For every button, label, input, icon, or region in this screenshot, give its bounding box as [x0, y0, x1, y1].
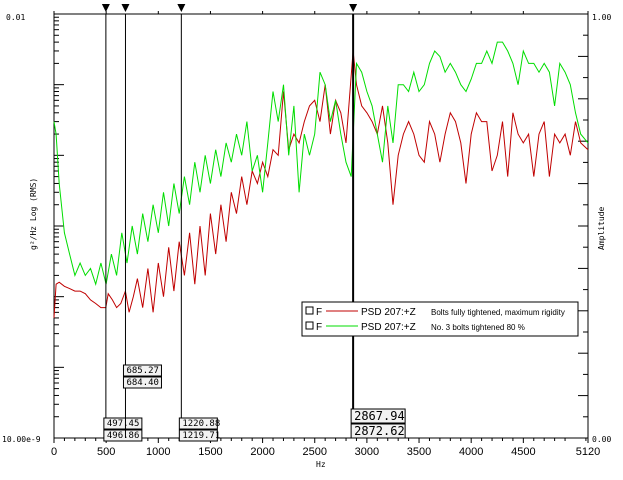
x-tick-label: 2000	[250, 446, 274, 458]
cursor-marker-1[interactable]	[101, 4, 110, 12]
legend-checkbox-1[interactable]	[305, 306, 314, 315]
x-tick-label: 3500	[407, 446, 431, 458]
cursor-label: 1220.88	[182, 419, 220, 429]
y2-axis-bottom-label: 0.00	[592, 435, 611, 444]
series-line-2	[53, 41, 589, 287]
cursor-label: 684.40	[126, 378, 159, 388]
legend-box	[301, 301, 579, 337]
x-tick-label: 4500	[511, 446, 535, 458]
cursor-layer[interactable]: 497.45 496.86 685.27 684.40 1220.88 1219.71 28…	[101, 4, 406, 442]
y-axis-bottom-label: 10.00e-9	[2, 435, 41, 444]
legend-entry-2[interactable]: F PSD 207:+Z No. 3 bolts tightened 80 %	[305, 321, 525, 333]
x-tick-label: 1500	[198, 446, 222, 458]
y-axis-label: g²/Hz Log (RMS)	[29, 178, 38, 250]
x-tick-label: 3000	[355, 446, 379, 458]
x-tick-label: 1000	[146, 446, 170, 458]
cursor-label-box	[122, 376, 162, 389]
cursor-label-box	[350, 423, 406, 439]
cursor-label-box	[103, 429, 143, 442]
series-line-1	[53, 50, 589, 318]
cursor-label: 2867.94	[354, 409, 405, 423]
x-tick-label: 0	[51, 446, 57, 458]
legend-flag-2: F	[316, 322, 322, 333]
cursor-label: 685.27	[126, 366, 159, 376]
cursor-label: 2872.62	[354, 424, 405, 438]
x-tick-label: 5120	[576, 446, 600, 458]
y2-axis-label: Amplitude	[597, 206, 606, 250]
x-tick-label: 500	[97, 446, 115, 458]
x-tick-label: 4000	[459, 446, 483, 458]
cursor-label: 496.86	[107, 431, 140, 441]
cursor-label-box	[350, 408, 406, 424]
cursor-label: 497.45	[107, 419, 140, 429]
cursor-label-box	[122, 364, 162, 377]
y-axis-top-label: 0.01	[6, 13, 25, 22]
legend-desc-2: No. 3 bolts tightened 80 %	[431, 323, 525, 332]
legend-checkbox-2[interactable]	[305, 321, 314, 330]
cursor-marker-4[interactable]	[349, 4, 358, 12]
legend: F PSD 207:+Z Bolts fully tightened, maxi…	[301, 301, 579, 337]
legend-desc-1: Bolts fully tightened, maximum rigidity	[431, 308, 565, 317]
legend-entry-1[interactable]: F PSD 207:+Z Bolts fully tightened, maxi…	[305, 306, 565, 318]
cursor-label-box	[103, 417, 143, 430]
cursor-marker-3[interactable]	[177, 4, 186, 12]
legend-flag-1: F	[316, 307, 322, 318]
x-axis-label: Hz	[316, 460, 326, 469]
cursor-marker-2[interactable]	[121, 4, 130, 12]
cursor-label: 1219.71	[182, 431, 220, 441]
cursor-label-box	[178, 429, 218, 442]
y2-axis-top-label: 1.00	[592, 13, 611, 22]
tick-layer: 0 500 1000 1500 2000 2500 3000 3500 4000 4500 5120	[51, 11, 600, 458]
cursor-label-box	[178, 417, 218, 430]
series-layer	[53, 41, 589, 318]
x-tick-label: 2500	[303, 446, 327, 458]
legend-label-2: PSD 207:+Z	[361, 322, 416, 333]
legend-label-1: PSD 207:+Z	[361, 307, 416, 318]
